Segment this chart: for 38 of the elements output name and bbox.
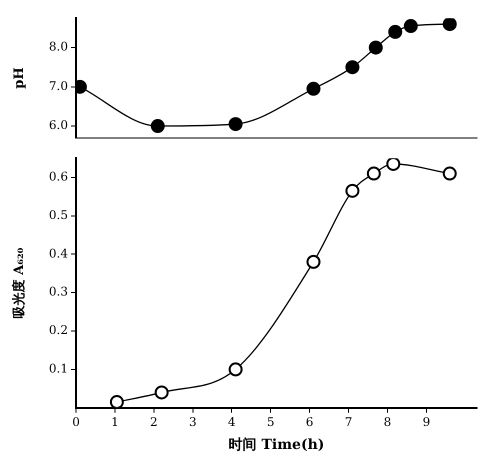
point bbox=[228, 117, 243, 132]
point bbox=[442, 166, 457, 181]
point bbox=[386, 158, 400, 171]
x-tick-label: 1 bbox=[111, 415, 119, 430]
x-tick-label: 0 bbox=[72, 415, 80, 430]
point bbox=[110, 395, 124, 408]
x-tick-label: 5 bbox=[266, 415, 274, 430]
x-tick-label: 7 bbox=[344, 415, 352, 430]
point bbox=[366, 166, 381, 181]
y-tick-label: 8.0 bbox=[48, 40, 68, 54]
y-tick-label: 0.3 bbox=[48, 284, 68, 299]
x-tick-label: 8 bbox=[384, 415, 392, 430]
y-tick-label: 0.1 bbox=[48, 362, 68, 376]
y-tick-label: 7.0 bbox=[48, 78, 68, 93]
point bbox=[368, 40, 383, 55]
point bbox=[154, 385, 169, 400]
y-tick-label: 0.2 bbox=[48, 323, 68, 338]
y-tick-label: 0.4 bbox=[48, 246, 68, 260]
point bbox=[442, 18, 457, 32]
point bbox=[306, 254, 320, 269]
point bbox=[388, 24, 402, 39]
x-tick-label: 4 bbox=[228, 415, 236, 430]
y-tick-label: 6.0 bbox=[48, 118, 68, 132]
x-tick-label: 2 bbox=[150, 415, 158, 430]
x-tick-label: 3 bbox=[188, 415, 197, 430]
y-axis-title: 吸光度 A₆₂₀ bbox=[11, 247, 28, 318]
x-tick-label: 6 bbox=[306, 415, 314, 430]
point bbox=[404, 19, 418, 34]
x-axis-title: 时间 Time(h) bbox=[228, 437, 324, 454]
point bbox=[150, 119, 165, 134]
point bbox=[306, 82, 320, 96]
y-axis-title: pH bbox=[12, 67, 28, 89]
y-tick-label: 0.6 bbox=[48, 170, 68, 184]
y-tick-label: 0.5 bbox=[48, 208, 68, 222]
point bbox=[345, 184, 360, 198]
point bbox=[228, 362, 243, 376]
x-tick-label: 9 bbox=[422, 415, 430, 430]
point bbox=[345, 60, 360, 74]
